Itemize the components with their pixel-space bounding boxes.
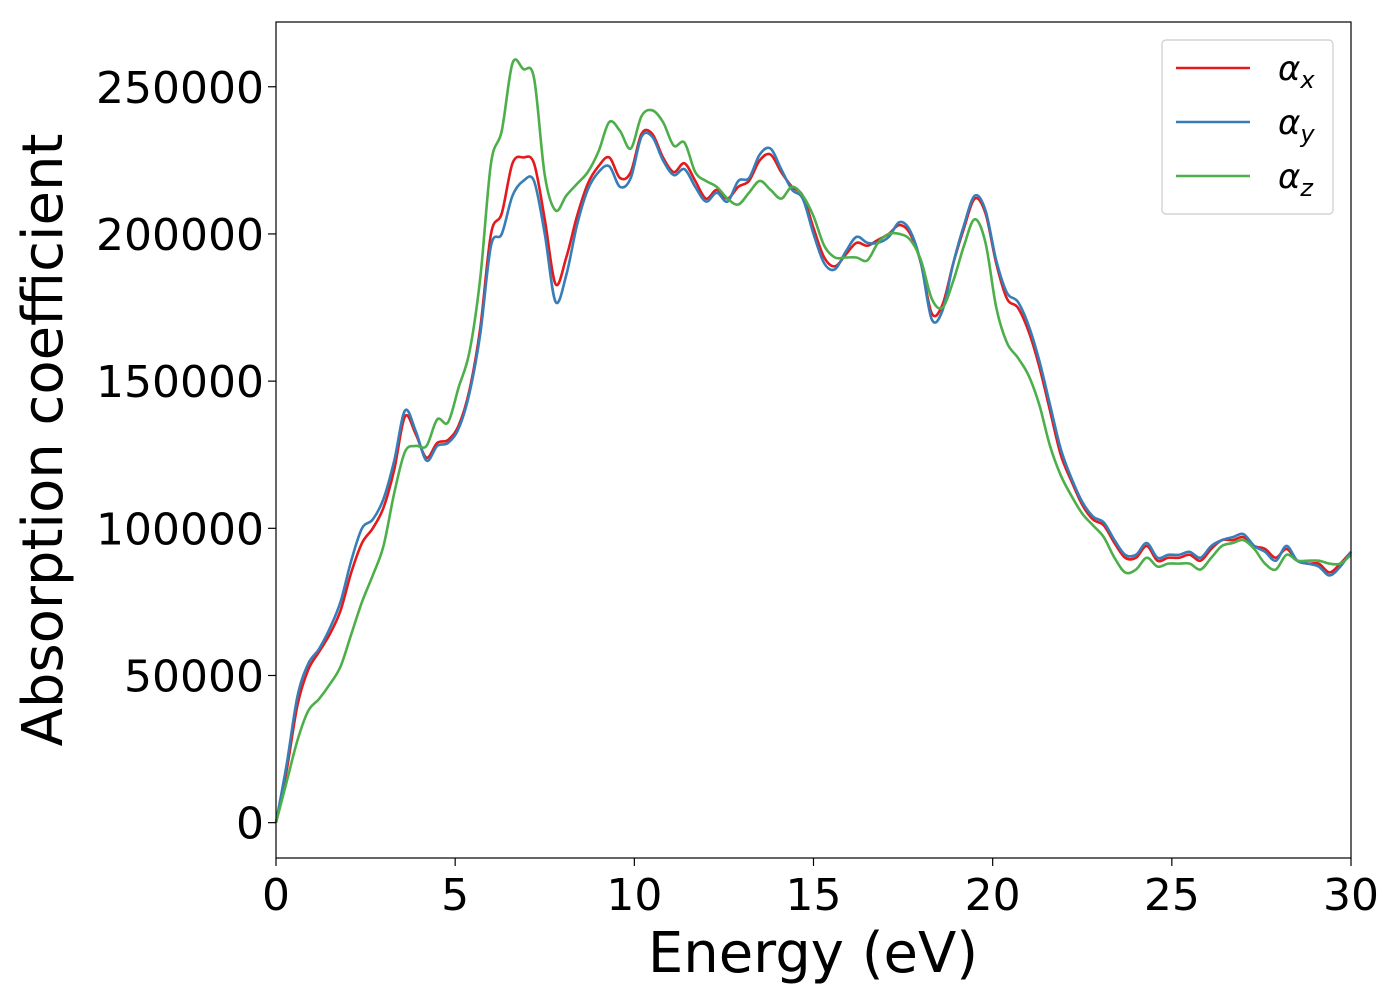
series-line-z [274,58,1352,824]
legend-label-z: αz [1278,157,1314,202]
legend-label-x: αx [1278,49,1315,94]
legend-box [1161,39,1334,215]
legend-label-y: αy [1278,103,1315,148]
x-tick-label: 25 [1144,870,1200,921]
x-tick-label: 5 [441,870,469,921]
x-tick-label: 20 [965,870,1021,921]
y-axis: 0 50000 100000 150000 200000 250000 [96,63,276,850]
y-tick-label: 100000 [96,504,264,555]
y-axis-title: Absorption coefficient [11,134,76,747]
y-tick-label: 50000 [124,651,264,702]
x-tick-label: 30 [1323,870,1379,921]
legend: αx αy αz [1161,39,1334,215]
y-tick-label: 200000 [96,210,264,261]
x-axis-title: Energy (eV) [648,921,978,986]
y-tick-label: 0 [236,799,264,850]
x-axis: 0 5 10 15 20 25 30 [262,858,1379,921]
series-lines [274,58,1353,824]
x-tick-label: 10 [606,870,662,921]
x-tick-label: 0 [262,870,290,921]
series-line-y [274,131,1353,823]
series-line-x [274,128,1352,823]
y-tick-label: 250000 [96,63,264,114]
legend-items: αx αy αz [1176,49,1315,202]
x-tick-label: 15 [786,870,842,921]
y-tick-label: 150000 [96,357,264,408]
